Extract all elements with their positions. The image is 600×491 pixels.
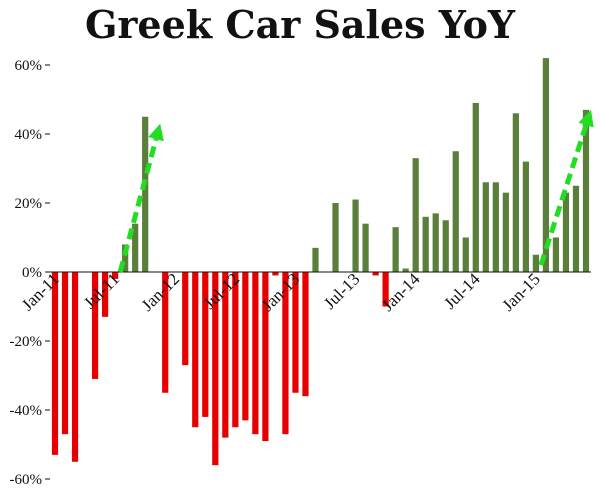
bar xyxy=(142,116,149,272)
bar xyxy=(412,158,419,272)
bar xyxy=(402,268,409,272)
bar xyxy=(532,254,539,272)
bar xyxy=(492,182,499,272)
x-tick-label: Jul-14 xyxy=(440,269,484,313)
bar xyxy=(522,161,529,272)
y-tick-label: -20% xyxy=(10,334,43,350)
bar xyxy=(552,237,560,272)
bar xyxy=(432,213,439,272)
bar xyxy=(582,109,590,272)
trend-arrows xyxy=(117,109,594,273)
bar xyxy=(542,58,550,272)
chart-title: Greek Car Sales YoY xyxy=(85,2,516,47)
bar xyxy=(472,102,479,272)
bar xyxy=(352,199,359,272)
bar xyxy=(572,185,580,272)
bar xyxy=(362,223,369,272)
bar xyxy=(292,272,299,393)
bar xyxy=(112,272,119,279)
bar xyxy=(302,272,309,397)
bar xyxy=(122,244,129,272)
bar xyxy=(132,223,139,272)
bar xyxy=(462,237,469,272)
bar xyxy=(202,272,209,417)
trend-arrow-head xyxy=(578,109,594,128)
bar xyxy=(222,272,229,438)
bar xyxy=(162,272,169,393)
bar xyxy=(482,182,489,272)
bar xyxy=(192,272,199,428)
bar xyxy=(232,272,239,428)
bar xyxy=(422,216,429,272)
bar xyxy=(562,192,570,272)
bar xyxy=(212,272,219,466)
bar xyxy=(71,272,79,462)
bar xyxy=(452,151,459,272)
x-tick-label: Jul-13 xyxy=(320,269,363,312)
bar xyxy=(512,113,519,272)
y-tick-label: -40% xyxy=(10,403,43,419)
bars xyxy=(51,58,590,466)
bar xyxy=(252,272,259,435)
bar xyxy=(312,247,319,272)
bar xyxy=(382,272,389,307)
bar xyxy=(91,272,99,379)
bar xyxy=(262,272,269,442)
bar xyxy=(182,272,189,366)
y-tick-label: -60% xyxy=(10,472,43,488)
bar xyxy=(282,272,289,435)
trend-arrow-shaft xyxy=(538,124,589,266)
bar xyxy=(502,192,509,272)
bar xyxy=(332,203,339,272)
x-tick-label: Jan-12 xyxy=(138,269,183,314)
bar xyxy=(372,272,379,276)
bar xyxy=(442,220,449,272)
y-tick-label: 0% xyxy=(22,265,42,281)
y-tick-label: 20% xyxy=(15,196,43,212)
bar xyxy=(242,272,249,421)
bar xyxy=(392,227,399,272)
bar xyxy=(51,272,59,455)
trend-arrow-shaft xyxy=(117,138,159,273)
y-tick-label: 40% xyxy=(15,127,43,143)
bar xyxy=(61,272,69,435)
x-tick-label: Jan-15 xyxy=(498,269,543,314)
y-tick-label: 60% xyxy=(15,58,43,74)
trend-arrow-head xyxy=(148,123,164,142)
bar xyxy=(272,272,279,276)
y-axis: 60% 40% 20% 0% -20% -40% -60% xyxy=(10,58,50,488)
bar xyxy=(102,272,109,317)
